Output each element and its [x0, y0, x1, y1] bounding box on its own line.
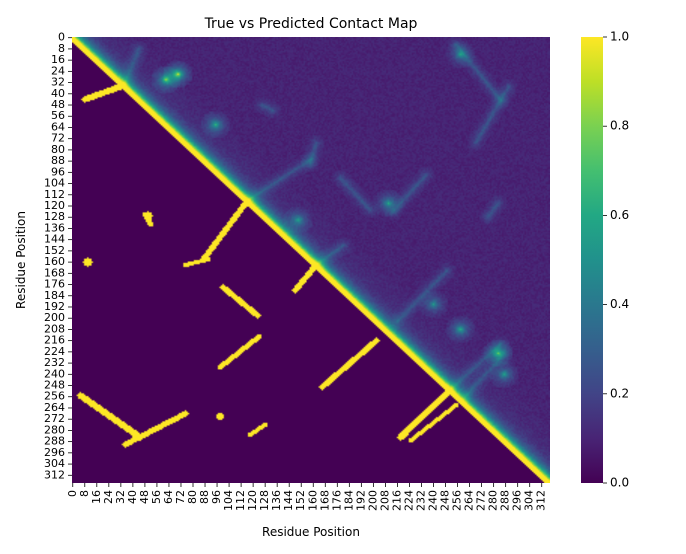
y-tick-label: 8 [58, 42, 65, 55]
x-tick-label: 16 [90, 490, 103, 504]
x-tick-label: 32 [114, 490, 127, 504]
y-tick-label: 224 [44, 345, 65, 358]
y-tick-label: 184 [44, 289, 65, 302]
colorbar-tick-label: 0.0 [610, 476, 629, 490]
y-tick-label: 40 [51, 87, 65, 100]
x-tick-label: 48 [138, 490, 151, 504]
y-tick-label: 48 [51, 98, 65, 111]
y-tick-label: 232 [44, 356, 65, 369]
colorbar-tick-label: 0.6 [610, 208, 629, 222]
y-tick-label: 144 [44, 233, 65, 246]
y-tick-label: 304 [44, 457, 65, 470]
x-tick-label: 128 [258, 490, 271, 511]
y-tick-label: 176 [44, 278, 65, 291]
y-tick-label: 96 [51, 165, 65, 178]
x-tick-label: 120 [246, 490, 259, 511]
x-tick-label: 144 [282, 490, 295, 511]
chart-title: True vs Predicted Contact Map [204, 16, 418, 32]
heatmap [72, 37, 550, 483]
x-tick-label: 0 [66, 490, 79, 497]
x-tick-label: 200 [366, 490, 379, 511]
x-tick-label: 216 [390, 490, 403, 511]
colorbar-tick-label: 0.8 [610, 119, 629, 133]
y-tick-label: 296 [44, 446, 65, 459]
x-tick-label: 104 [222, 490, 235, 511]
colorbar [581, 37, 603, 483]
y-tick-label: 192 [44, 300, 65, 313]
x-tick-label: 304 [523, 490, 536, 511]
x-tick-label: 88 [198, 490, 211, 504]
y-tick-label: 0 [58, 31, 65, 44]
y-tick-label: 88 [51, 154, 65, 167]
colorbar-tick-label: 0.2 [610, 386, 629, 400]
y-tick-label: 240 [44, 367, 65, 380]
x-tick-label: 72 [174, 490, 187, 504]
x-tick-label: 152 [294, 490, 307, 511]
y-tick-label: 136 [44, 221, 65, 234]
x-tick-label: 296 [511, 490, 524, 511]
x-tick-label: 280 [487, 490, 500, 511]
x-tick-label: 232 [414, 490, 427, 511]
y-tick-label: 112 [44, 188, 65, 201]
x-tick-label: 208 [378, 490, 391, 511]
y-tick-label: 104 [44, 177, 65, 190]
y-tick-label: 280 [44, 423, 65, 436]
x-tick-label: 160 [306, 490, 319, 511]
y-tick-label: 288 [44, 435, 65, 448]
x-tick-label: 248 [439, 490, 452, 511]
x-tick-label: 24 [102, 490, 115, 504]
y-tick-label: 200 [44, 311, 65, 324]
x-axis-ticks: 0 8 16 24 32 40 48 56 64 72 80 88 96 104 112 120 128 136 1… [66, 483, 548, 511]
colorbar-tick-label: 1.0 [610, 30, 629, 44]
y-tick-label: 64 [51, 120, 65, 133]
x-tick-label: 80 [186, 490, 199, 504]
x-tick-label: 288 [499, 490, 512, 511]
y-tick-label: 248 [44, 379, 65, 392]
y-tick-label: 128 [44, 210, 65, 223]
y-tick-label: 216 [44, 334, 65, 347]
colorbar-ticks: 0.0 0.2 0.4 0.6 0.8 1.0 [603, 30, 629, 490]
y-tick-label: 256 [44, 390, 65, 403]
y-axis-label: Residue Position [14, 211, 28, 309]
x-tick-label: 112 [234, 490, 247, 511]
x-tick-label: 264 [463, 490, 476, 511]
x-tick-label: 56 [150, 490, 163, 504]
y-tick-label: 264 [44, 401, 65, 414]
x-tick-label: 192 [354, 490, 367, 511]
colorbar-tick-label: 0.4 [610, 297, 629, 311]
x-tick-label: 136 [270, 490, 283, 511]
x-tick-label: 168 [318, 490, 331, 511]
y-tick-label: 24 [51, 64, 65, 77]
y-tick-label: 32 [51, 76, 65, 89]
x-tick-label: 184 [342, 490, 355, 511]
y-tick-label: 272 [44, 412, 65, 425]
heatmap-cells [72, 37, 550, 483]
x-tick-label: 40 [126, 490, 139, 504]
y-tick-label: 120 [44, 199, 65, 212]
x-tick-label: 256 [451, 490, 464, 511]
y-tick-label: 56 [51, 109, 65, 122]
y-axis-ticks: 0816243240485664728088961041121201281361… [44, 31, 72, 481]
y-tick-label: 168 [44, 266, 65, 279]
y-tick-label: 312 [44, 468, 65, 481]
x-tick-label: 8 [78, 490, 91, 497]
x-tick-label: 176 [330, 490, 343, 511]
y-tick-label: 16 [51, 53, 65, 66]
x-tick-label: 64 [162, 490, 175, 504]
y-tick-label: 80 [51, 143, 65, 156]
x-tick-label: 312 [535, 490, 548, 511]
y-tick-label: 160 [44, 255, 65, 268]
x-axis-label: Residue Position [262, 525, 360, 539]
x-tick-label: 96 [210, 490, 223, 504]
x-tick-label: 224 [402, 490, 415, 511]
y-tick-label: 72 [51, 132, 65, 145]
y-tick-label: 152 [44, 244, 65, 257]
x-tick-label: 272 [475, 490, 488, 511]
y-tick-label: 208 [44, 322, 65, 335]
x-tick-label: 240 [427, 490, 440, 511]
